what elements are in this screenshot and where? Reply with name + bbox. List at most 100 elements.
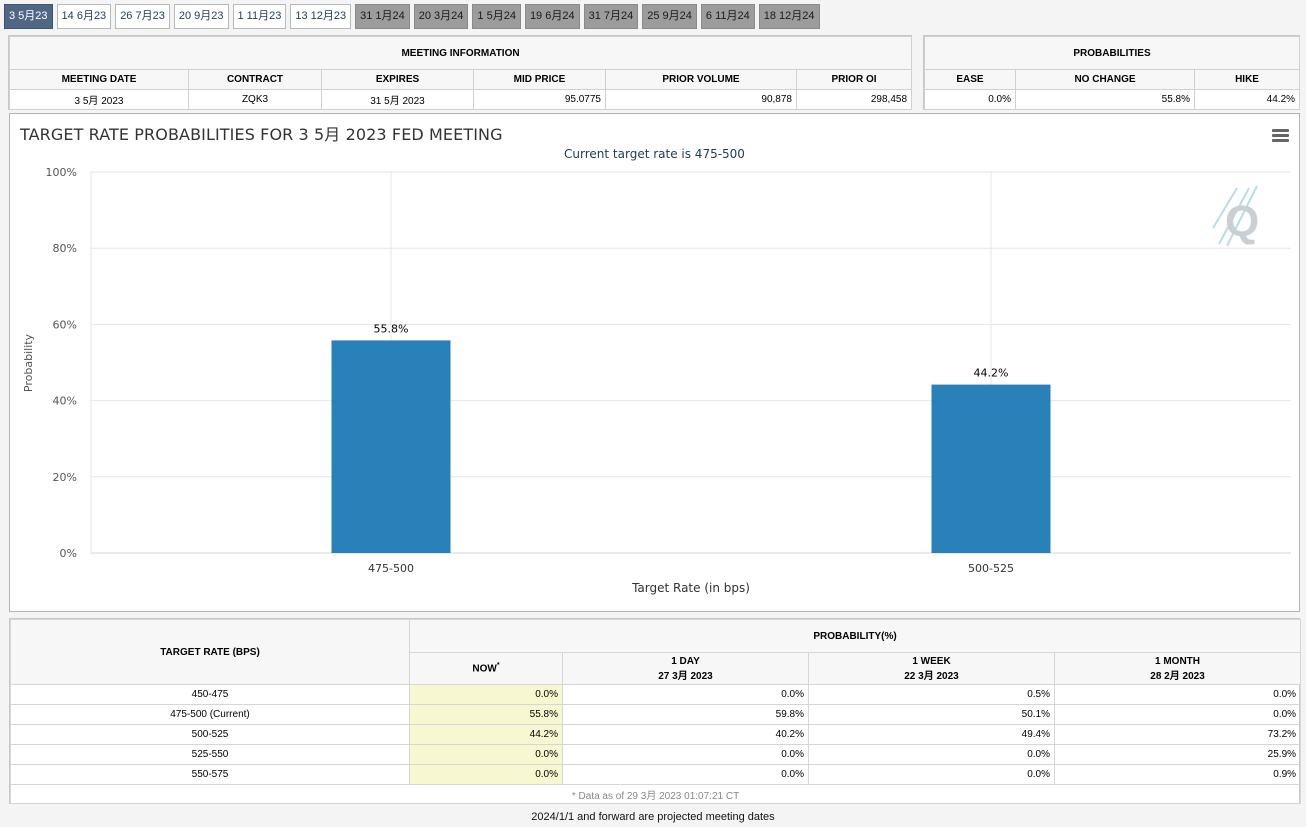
- probability-row: 525-550 0.0% 0.0% 0.0% 25.9%: [10, 744, 1302, 765]
- meeting-date-header: MEETING DATE: [9, 69, 189, 90]
- now-probability-cell: 0.0%: [409, 744, 563, 765]
- y-tick-label: 40%: [53, 395, 77, 408]
- prior-oi-value: 298,458: [795, 89, 913, 110]
- tab-meeting-date[interactable]: 31 1月24: [355, 4, 410, 29]
- probability-header: PROBABILITY(%): [408, 619, 1302, 653]
- y-tick-label: 60%: [53, 318, 77, 331]
- mid-price-header: MID PRICE: [473, 69, 606, 90]
- one-day-date: 27 3月 2023: [658, 670, 713, 682]
- y-tick-label: 100%: [46, 166, 77, 179]
- projected-dates-note: 2024/1/1 and forward are projected meeti…: [531, 811, 775, 823]
- no-change-value: 55.8%: [1015, 89, 1195, 110]
- probability-table: TARGET RATE (BPS) PROBABILITY(%) NOW* 1 …: [9, 619, 1302, 804]
- one-month-probability-cell: 0.0%: [1053, 684, 1302, 705]
- tab-meeting-date[interactable]: 19 6月24: [524, 4, 580, 29]
- target-rate-cell: 525-550: [10, 744, 410, 765]
- probability-table-panel: TARGET RATE (BPS) PROBABILITY(%) NOW* 1 …: [9, 618, 1302, 804]
- one-day-probability-cell: 59.8%: [562, 704, 809, 725]
- probability-row: 550-575 0.0% 0.0% 0.0% 0.9%: [10, 764, 1302, 785]
- target-rate-header: TARGET RATE (BPS): [10, 619, 410, 685]
- ease-header: EASE: [924, 69, 1016, 90]
- tab-meeting-date[interactable]: 31 7月24: [583, 4, 639, 29]
- contract-value: ZQK3: [188, 89, 322, 110]
- probability-row: 475-500 (Current) 55.8% 59.8% 50.1% 0.0%: [10, 704, 1302, 725]
- one-week-probability-cell: 49.4%: [808, 724, 1055, 745]
- x-tick-label: 500-525: [968, 562, 1014, 575]
- bar[interactable]: [931, 384, 1051, 553]
- one-week-probability-cell: 50.1%: [808, 704, 1055, 725]
- one-month-probability-cell: 73.2%: [1053, 724, 1302, 745]
- now-header: NOW*: [409, 652, 563, 685]
- one-day-label: 1 DAY: [671, 655, 700, 667]
- chart-subtitle: Current target rate is 475-500: [564, 147, 745, 161]
- y-axis-title: Probability: [22, 333, 35, 392]
- one-month-date: 28 2月 2023: [1150, 670, 1205, 682]
- tab-meeting-date[interactable]: 20 3月24: [413, 4, 469, 29]
- tab-meeting-date[interactable]: 14 6月23: [56, 4, 112, 29]
- tab-meeting-date[interactable]: 6 11月24: [700, 4, 755, 29]
- bar[interactable]: [331, 340, 451, 553]
- bar-data-label: 55.8%: [374, 322, 409, 335]
- meeting-date-tabs: 3 5月23 14 6月23 26 7月23 20 9月23 1 11月23 13 12月…: [4, 4, 824, 30]
- mid-price-value: 95.0775: [473, 89, 606, 110]
- target-rate-cell: 475-500 (Current): [10, 704, 410, 725]
- one-day-probability-cell: 0.0%: [562, 764, 809, 785]
- probabilities-table: PROBABILITIES EASE NO CHANGE HIKE 0.0% 5…: [923, 36, 1301, 110]
- one-day-probability-cell: 0.0%: [562, 744, 809, 765]
- one-week-probability-cell: 0.5%: [808, 684, 1055, 705]
- now-probability-cell: 44.2%: [409, 724, 563, 745]
- tab-meeting-date[interactable]: 1 11月23: [232, 4, 287, 29]
- bar-chart: 0% 20% 40% 60% 80% 100% 55.8% 475-500 44.2% 500-5…: [22, 166, 1291, 595]
- one-month-probability-cell: 0.0%: [1053, 704, 1302, 725]
- now-probability-cell: 0.0%: [409, 684, 563, 705]
- target-rate-cell: 450-475: [10, 684, 410, 705]
- one-month-probability-cell: 0.9%: [1053, 764, 1302, 785]
- prior-volume-value: 90,878: [605, 89, 797, 110]
- one-week-date: 22 3月 2023: [904, 670, 959, 682]
- tab-meeting-date[interactable]: 20 9月23: [173, 4, 229, 29]
- tab-meeting-date[interactable]: 3 5月23: [4, 4, 53, 29]
- one-week-probability-cell: 0.0%: [808, 744, 1055, 765]
- tab-meeting-date[interactable]: 1 5月24: [472, 4, 521, 29]
- probabilities-panel: PROBABILITIES EASE NO CHANGE HIKE 0.0% 5…: [923, 35, 1301, 110]
- q-logo-icon: Q: [1212, 185, 1259, 247]
- y-tick-label: 80%: [53, 242, 77, 255]
- one-month-header: 1 MONTH 28 2月 2023: [1053, 652, 1302, 685]
- one-month-label: 1 MONTH: [1155, 655, 1201, 667]
- now-probability-cell: 55.8%: [409, 704, 563, 725]
- one-week-probability-cell: 0.0%: [808, 764, 1055, 785]
- expires-value: 31 5月 2023: [321, 89, 474, 110]
- data-timestamp-footnote: * Data as of 29 3月 2023 01:07:21 CT: [9, 784, 1302, 804]
- meeting-information-table: MEETING INFORMATION MEETING DATE CONTRAC…: [8, 36, 913, 110]
- no-change-header: NO CHANGE: [1015, 69, 1195, 90]
- ease-value: 0.0%: [924, 89, 1016, 110]
- one-day-probability-cell: 0.0%: [562, 684, 809, 705]
- meeting-date-value: 3 5月 2023: [9, 89, 189, 110]
- hamburger-menu-icon[interactable]: [1272, 129, 1289, 142]
- tab-meeting-date[interactable]: 13 12月23: [290, 4, 352, 29]
- one-week-label: 1 WEEK: [912, 655, 951, 667]
- hike-value: 44.2%: [1193, 89, 1301, 110]
- prior-oi-header: PRIOR OI: [795, 69, 913, 90]
- target-rate-cell: 500-525: [10, 724, 410, 745]
- contract-header: CONTRACT: [188, 69, 322, 90]
- target-rate-cell: 550-575: [10, 764, 410, 785]
- one-day-header: 1 DAY 27 3月 2023: [562, 652, 809, 685]
- svg-text:Q: Q: [1225, 197, 1259, 246]
- probability-row: 500-525 44.2% 40.2% 49.4% 73.2%: [10, 724, 1302, 745]
- target-rate-chart-panel: TARGET RATE PROBABILITIES FOR 3 5月 2023 …: [9, 113, 1300, 612]
- y-tick-label: 0%: [60, 547, 77, 560]
- tab-meeting-date[interactable]: 26 7月23: [115, 4, 170, 29]
- now-label: NOW: [472, 663, 497, 675]
- tab-meeting-date[interactable]: 18 12月24: [758, 4, 820, 29]
- probabilities-title: PROBABILITIES: [923, 36, 1301, 70]
- now-footnote-mark: *: [496, 662, 500, 670]
- one-day-probability-cell: 40.2%: [562, 724, 809, 745]
- expires-header: EXPIRES: [321, 69, 474, 90]
- meeting-information-title: MEETING INFORMATION: [8, 36, 913, 70]
- now-probability-cell: 0.0%: [409, 764, 563, 785]
- chart-title: TARGET RATE PROBABILITIES FOR 3 5月 2023 …: [20, 125, 503, 144]
- x-axis-title: Target Rate (in bps): [631, 581, 750, 595]
- tab-meeting-date[interactable]: 25 9月24: [642, 4, 697, 29]
- prior-volume-header: PRIOR VOLUME: [605, 69, 797, 90]
